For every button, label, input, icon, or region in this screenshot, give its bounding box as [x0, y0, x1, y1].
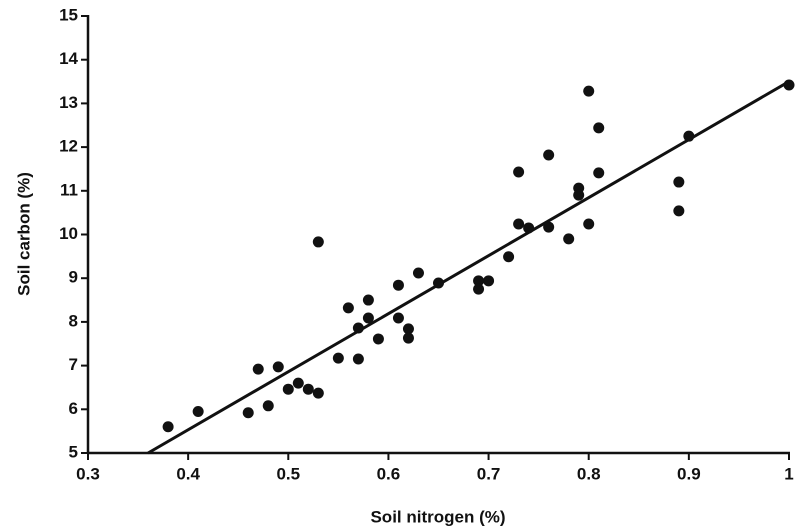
data-point	[783, 79, 795, 91]
data-point	[513, 166, 525, 178]
data-point	[252, 363, 264, 375]
data-point	[543, 221, 555, 233]
y-tick-label: 8	[69, 311, 78, 330]
data-point	[402, 323, 414, 335]
x-tick-label: 0.4	[176, 464, 200, 483]
y-tick-label: 6	[69, 399, 78, 418]
data-point	[543, 149, 555, 161]
data-point	[412, 267, 424, 279]
data-point	[282, 383, 294, 395]
data-point	[473, 275, 485, 287]
x-tick-label: 0.5	[276, 464, 300, 483]
data-point	[683, 130, 695, 142]
data-point	[433, 277, 444, 289]
data-point	[563, 233, 575, 245]
x-tick-label: 0.6	[377, 464, 401, 483]
y-tick-label: 9	[69, 268, 78, 287]
x-tick-label: 1	[784, 464, 793, 483]
data-point	[673, 205, 685, 217]
data-point	[292, 377, 304, 389]
y-tick-label: 7	[69, 355, 78, 374]
data-point	[473, 283, 485, 295]
data-point	[352, 353, 364, 365]
y-tick-label: 12	[59, 137, 78, 156]
x-tick-label: 0.7	[477, 464, 501, 483]
data-point	[402, 332, 414, 344]
x-tick-label: 0.3	[76, 464, 100, 483]
data-point	[312, 236, 324, 248]
y-tick-label: 13	[59, 93, 78, 112]
trend-line	[147, 80, 790, 455]
data-point	[392, 312, 404, 324]
y-tick-label: 11	[60, 180, 78, 199]
y-tick-label: 5	[69, 442, 78, 461]
data-point	[583, 218, 595, 230]
data-point	[262, 400, 274, 412]
data-point	[483, 275, 495, 287]
data-point	[162, 421, 174, 433]
data-point	[242, 407, 254, 419]
data-point	[352, 322, 364, 334]
y-tick-label: 14	[59, 49, 78, 68]
y-tick-label: 10	[59, 224, 78, 243]
data-point	[302, 383, 314, 395]
x-tick-label: 0.8	[577, 464, 601, 483]
y-tick-label: 15	[59, 5, 78, 24]
data-point	[272, 361, 284, 373]
data-point	[503, 251, 515, 263]
data-point	[312, 387, 324, 399]
data-point	[593, 167, 605, 179]
data-point	[573, 189, 585, 201]
data-point	[362, 294, 374, 306]
data-point	[372, 333, 384, 345]
y-axis-title: Soil carbon (%)	[14, 172, 33, 296]
data-point	[583, 85, 595, 97]
x-axis-title: Soil nitrogen (%)	[370, 507, 505, 526]
data-point	[362, 312, 374, 324]
data-point	[673, 176, 685, 188]
data-point	[593, 122, 605, 134]
data-point	[342, 302, 354, 314]
data-point	[192, 405, 204, 417]
data-point	[392, 279, 404, 291]
data-point	[513, 218, 525, 230]
data-point	[523, 222, 535, 234]
data-point	[332, 352, 344, 364]
x-tick-label: 0.9	[677, 464, 701, 483]
